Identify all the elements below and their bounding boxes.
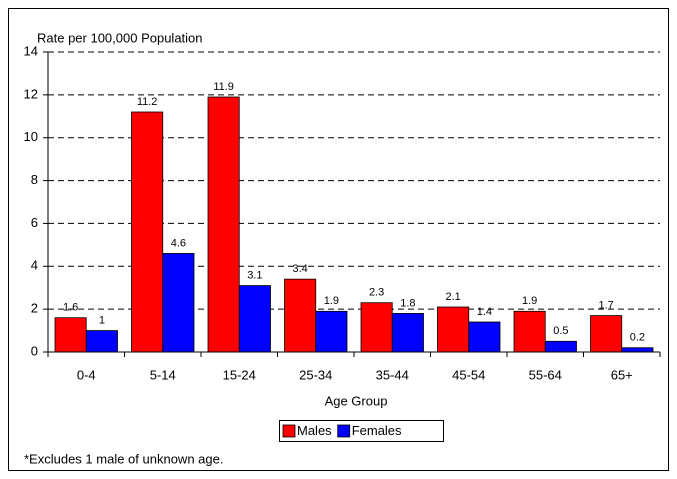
bar xyxy=(162,253,195,353)
footnote: *Excludes 1 male of unknown age. xyxy=(24,451,223,466)
data-label: 4.6 xyxy=(171,237,186,249)
bar xyxy=(131,111,164,353)
x-tick-label: 0-4 xyxy=(77,367,96,382)
data-label: 2.1 xyxy=(445,291,460,303)
x-tick-label: 65+ xyxy=(611,367,633,382)
bar xyxy=(437,306,470,353)
y-tick-label: 12 xyxy=(24,86,38,101)
y-tick-label: 0 xyxy=(31,343,38,358)
data-label: 3.1 xyxy=(247,269,262,281)
data-label: 1.4 xyxy=(477,306,492,318)
y-tick-label: 10 xyxy=(24,129,38,144)
chart-frame xyxy=(8,8,669,471)
data-label: 0.5 xyxy=(553,325,568,337)
x-tick-label: 25-34 xyxy=(299,367,332,382)
bar xyxy=(621,347,654,353)
bar xyxy=(513,310,546,353)
bar xyxy=(468,321,501,353)
data-label: 2.3 xyxy=(369,287,384,299)
legend-label: Females xyxy=(352,423,402,438)
data-label: 1.9 xyxy=(522,295,537,307)
bar xyxy=(284,278,317,353)
bar xyxy=(544,340,577,353)
bar xyxy=(360,302,393,353)
data-label: 11.9 xyxy=(213,81,234,93)
bar xyxy=(391,313,424,353)
legend-swatch xyxy=(337,424,351,438)
legend-box xyxy=(279,420,444,442)
bar xyxy=(238,285,271,353)
x-axis-label: Age Group xyxy=(325,393,388,408)
x-tick-label: 15-24 xyxy=(223,367,256,382)
data-label: 1.9 xyxy=(324,295,339,307)
bar xyxy=(590,315,623,353)
legend-swatch xyxy=(282,424,296,438)
bar xyxy=(315,310,348,353)
y-tick-label: 8 xyxy=(31,172,38,187)
x-tick-label: 5-14 xyxy=(150,367,176,382)
y-tick-label: 14 xyxy=(24,43,38,58)
y-tick-label: 4 xyxy=(31,258,38,273)
y-tick-label: 2 xyxy=(31,301,38,316)
data-label: 3.4 xyxy=(292,263,307,275)
y-tick-label: 6 xyxy=(31,215,38,230)
bar xyxy=(207,96,240,353)
data-label: 1 xyxy=(99,314,105,326)
data-label: 11.2 xyxy=(137,96,158,108)
x-tick-label: 45-54 xyxy=(452,367,485,382)
data-label: 1.7 xyxy=(598,299,613,311)
data-label: 1.8 xyxy=(400,297,415,309)
bar xyxy=(54,317,87,353)
bar xyxy=(85,330,118,353)
x-tick-label: 35-44 xyxy=(376,367,409,382)
legend-label: Males xyxy=(297,423,332,438)
data-label: 0.2 xyxy=(630,332,645,344)
x-tick-label: 55-64 xyxy=(529,367,562,382)
y-axis-label: Rate per 100,000 Population xyxy=(37,30,203,45)
data-label: 1.6 xyxy=(63,302,78,314)
